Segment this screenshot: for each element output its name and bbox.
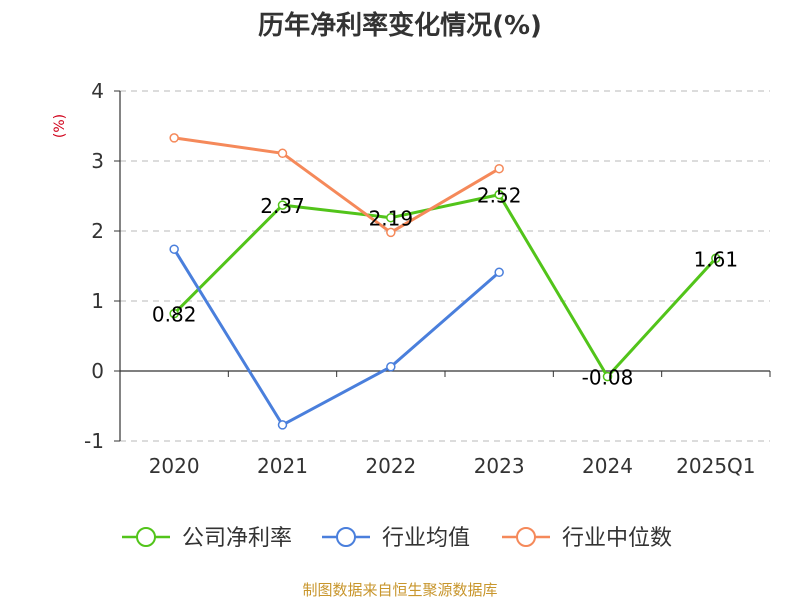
- legend-item-0[interactable]: 公司净利率: [122, 526, 292, 551]
- series-point: [602, 371, 613, 382]
- data-label: 1.61: [694, 247, 739, 271]
- series-group: [169, 133, 721, 430]
- y-tick-label: -1: [84, 429, 104, 453]
- series-point: [169, 133, 179, 143]
- legend-item-2[interactable]: 行业中位数: [502, 526, 672, 551]
- series-point: [386, 362, 396, 372]
- series-line: [172, 248, 501, 427]
- legend-swatch-marker: [336, 527, 356, 547]
- series-0: [169, 189, 721, 382]
- axes: [114, 90, 771, 442]
- series-point: [494, 189, 504, 200]
- y-tick-label: 3: [91, 149, 104, 173]
- legend-label: 行业中位数: [562, 526, 672, 551]
- series-point: [169, 308, 179, 319]
- series-point: [169, 244, 179, 254]
- data-labels: 0.82 2.37 2.19 2.52 -0.08 1.61: [152, 184, 738, 390]
- series-line: [173, 193, 717, 379]
- x-tick-label: 2025Q1: [676, 454, 755, 478]
- data-label: 2.19: [369, 207, 414, 231]
- legend-label: 公司净利率: [182, 526, 292, 551]
- y-tick-label: 0: [91, 359, 104, 383]
- legend-item-1[interactable]: 行业均值: [322, 526, 470, 551]
- x-tick-label: 2022: [365, 454, 416, 478]
- series-point: [494, 163, 504, 174]
- y-tick-label: 1: [91, 289, 104, 313]
- x-tick-label: 2021: [257, 454, 308, 478]
- x-tick-labels: 2020 2021 2022 2023 2024 2025Q1: [149, 454, 756, 478]
- data-label: 2.52: [477, 184, 522, 208]
- series-1: [169, 244, 504, 430]
- series-point: [277, 148, 288, 159]
- legend[interactable]: 公司净利率 行业均值 行业中位数: [122, 526, 672, 551]
- series-2: [169, 133, 504, 238]
- data-label: -0.08: [582, 366, 634, 390]
- x-tick-label: 2020: [149, 454, 200, 478]
- x-tick-label: 2023: [474, 454, 525, 478]
- series-point: [277, 200, 288, 210]
- legend-label: 行业均值: [382, 526, 470, 551]
- series-point: [386, 227, 396, 238]
- y-tick-labels: -1 0 1 2 3 4: [84, 79, 104, 453]
- series-point: [386, 212, 396, 223]
- y-axis-label: (%): [52, 114, 68, 138]
- x-tick-label: 2024: [582, 454, 633, 478]
- data-label: 0.82: [152, 303, 197, 327]
- data-label: 2.37: [260, 194, 305, 218]
- legend-swatch-marker: [136, 527, 156, 547]
- y-tick-label: 2: [91, 219, 104, 243]
- series-point: [711, 253, 721, 264]
- chart-title: 历年净利率变化情况(%): [258, 10, 542, 41]
- series-line: [173, 136, 500, 234]
- source-note: 制图数据来自恒生聚源数据库: [302, 581, 497, 599]
- y-tick-label: 4: [91, 79, 104, 103]
- series-point: [277, 420, 288, 430]
- grid-lines: [120, 90, 770, 442]
- series-point: [494, 267, 504, 278]
- legend-swatch-marker: [516, 527, 536, 547]
